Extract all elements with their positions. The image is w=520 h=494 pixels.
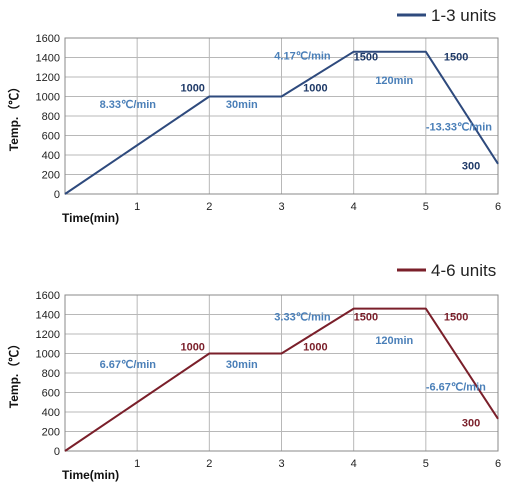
legend-label: 4-6 units — [431, 261, 496, 280]
data-annotation: 4.17℃/min — [274, 50, 331, 62]
x-tick-label: 1 — [134, 458, 140, 470]
y-axis-label: Temp.（℃） — [6, 338, 21, 408]
x-tick-label: 6 — [495, 458, 501, 470]
y-tick-label: 1200 — [36, 72, 60, 84]
data-annotation: 1000 — [180, 342, 204, 354]
data-annotation: 1500 — [444, 51, 468, 63]
data-annotation: 120min — [375, 75, 413, 87]
x-tick-label: 6 — [495, 201, 501, 213]
y-tick-label: 600 — [42, 388, 60, 400]
x-tick-label: 1 — [134, 201, 140, 213]
chart-1: 0 200 400 600 800 1000 1200 1400 1600 1 2 3 4 5 6 Temp.… — [6, 6, 501, 225]
y-tick-label: 400 — [42, 150, 60, 162]
y-tick-label: 1600 — [36, 290, 60, 302]
data-annotation: 1000 — [303, 83, 327, 95]
data-annotation: 1000 — [180, 83, 204, 95]
data-annotation: 1000 — [303, 342, 327, 354]
data-annotation: 8.33℃/min — [100, 99, 157, 111]
chart-2: 0 200 400 600 800 1000 1200 1400 1600 1 2 3 4 5 6 Temp.… — [6, 261, 501, 482]
x-tick-label: 4 — [351, 458, 357, 470]
y-tick-label: 1400 — [36, 53, 60, 65]
x-tick-label: 5 — [423, 201, 429, 213]
x-axis-label: Time(min) — [62, 211, 119, 225]
y-tick-label: 1000 — [36, 92, 60, 104]
y-tick-label: 0 — [54, 446, 60, 458]
x-tick-label: 5 — [423, 458, 429, 470]
data-annotation: 120min — [375, 335, 413, 347]
y-tick-label: 800 — [42, 368, 60, 380]
y-tick-label: 1600 — [36, 33, 60, 45]
plot-frame — [64, 294, 499, 452]
y-tick-label: 0 — [54, 189, 60, 201]
data-annotation: 1500 — [354, 51, 378, 63]
data-annotation: -13.33℃/min — [426, 122, 492, 134]
data-annotation: 6.67℃/min — [100, 359, 157, 371]
data-annotation: 30min — [226, 99, 258, 111]
y-tick-label: 400 — [42, 407, 60, 419]
x-tick-label: 4 — [351, 201, 357, 213]
legend-label: 1-3 units — [431, 6, 496, 25]
series-line-4-6-units — [64, 307, 499, 452]
data-annotation: 3.33℃/min — [274, 311, 331, 323]
plot-frame — [64, 37, 499, 195]
series-line-1-3-units — [64, 50, 499, 195]
y-tick-label: 1000 — [36, 349, 60, 361]
data-annotation: 1500 — [444, 311, 468, 323]
y-axis-label: Temp.（℃） — [6, 81, 21, 151]
x-tick-label: 2 — [206, 458, 212, 470]
data-annotation: 30min — [226, 359, 258, 371]
y-tick-label: 200 — [42, 170, 60, 182]
y-tick-label: 1400 — [36, 310, 60, 322]
data-annotation: 1500 — [354, 311, 378, 323]
x-axis-label: Time(min) — [62, 468, 119, 482]
data-annotation: 300 — [462, 161, 480, 173]
x-tick-label: 3 — [278, 201, 284, 213]
y-tick-label: 200 — [42, 427, 60, 439]
data-annotation: 300 — [462, 418, 480, 430]
y-tick-label: 600 — [42, 131, 60, 143]
x-tick-label: 3 — [278, 458, 284, 470]
y-tick-label: 800 — [42, 111, 60, 123]
data-annotation: -6.67℃/min — [426, 382, 486, 394]
x-tick-label: 2 — [206, 201, 212, 213]
y-tick-label: 1200 — [36, 329, 60, 341]
